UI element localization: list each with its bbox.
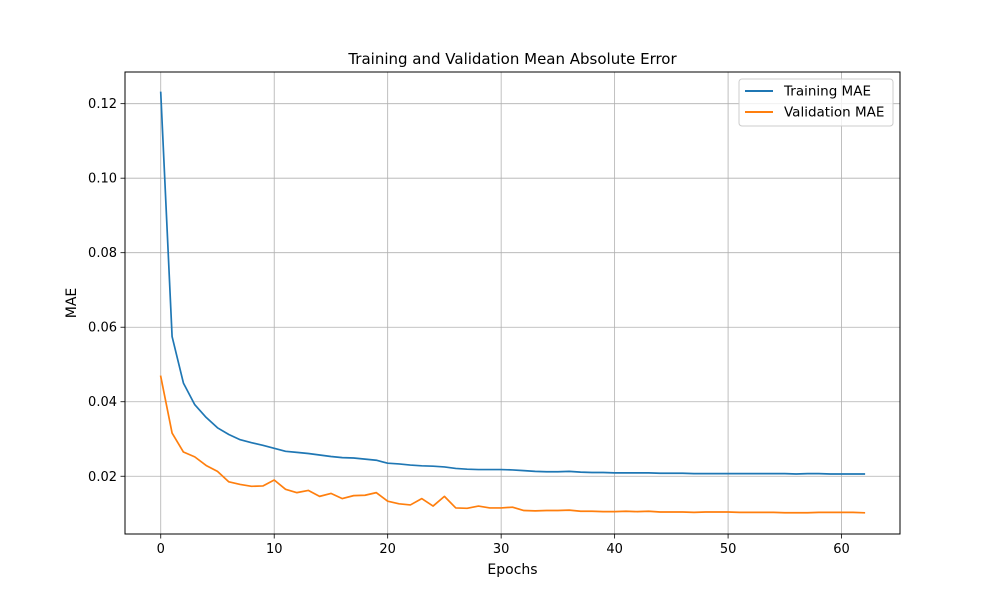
plot-area — [125, 72, 900, 534]
grid-lines — [125, 72, 900, 534]
plot-frame — [124, 71, 901, 535]
series-layer — [159, 91, 866, 514]
y-tick-label: 0.06 — [88, 321, 117, 336]
x-tick-label: 30 — [493, 542, 510, 557]
y-tick-label: 0.02 — [88, 470, 117, 485]
x-tick-label: 20 — [379, 542, 396, 557]
y-tick-label: 0.04 — [88, 395, 117, 410]
series-line-validation-mae — [159, 375, 866, 514]
x-axis-label: Epochs — [487, 562, 537, 578]
legend-label-validation: Validation MAE — [784, 105, 884, 121]
legend: Training MAE Validation MAE — [738, 78, 894, 127]
legend-box — [738, 78, 894, 127]
x-tick-label: 0 — [157, 542, 165, 557]
y-tick-label: 0.10 — [88, 172, 117, 187]
y-tick-label: 0.12 — [88, 97, 117, 112]
x-tick-label: 60 — [833, 542, 850, 557]
x-tick-label: 40 — [606, 542, 623, 557]
y-axis: 0.02 0.04 0.06 0.08 0.10 0.12 — [88, 97, 125, 485]
y-axis-label: MAE — [64, 288, 80, 319]
y-tick-label: 0.08 — [88, 246, 117, 261]
legend-label-training: Training MAE — [783, 84, 871, 100]
series-line-training-mae — [159, 91, 866, 475]
x-tick-label: 10 — [266, 542, 283, 557]
chart-title: Training and Validation Mean Absolute Er… — [347, 50, 677, 68]
x-axis: 0 10 20 30 40 50 60 — [157, 534, 850, 557]
x-tick-label: 50 — [720, 542, 737, 557]
